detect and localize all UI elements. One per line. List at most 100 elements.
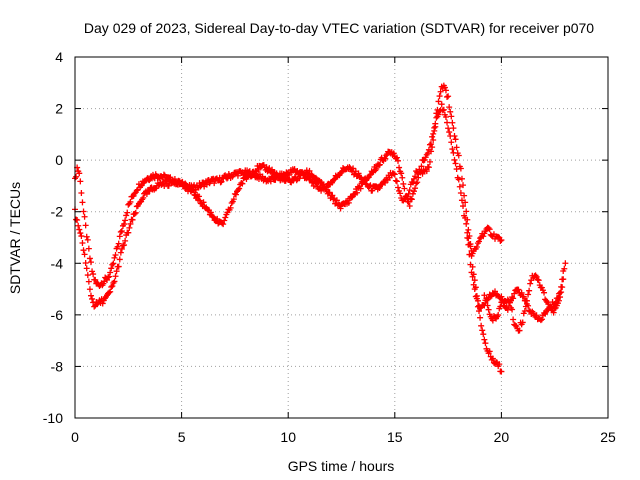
data-point xyxy=(485,225,492,232)
data-point xyxy=(509,294,516,301)
data-point xyxy=(79,199,86,206)
data-point xyxy=(464,234,471,241)
data-point xyxy=(220,221,227,228)
data-point xyxy=(183,181,190,188)
data-point xyxy=(126,224,133,231)
chart-title: Day 029 of 2023, Sidereal Day-to-day VTE… xyxy=(84,20,594,36)
y-tick-label: -6 xyxy=(51,307,64,323)
data-point xyxy=(440,106,447,113)
data-point xyxy=(410,188,417,195)
data-point xyxy=(471,286,478,293)
data-point xyxy=(463,220,470,227)
data-point xyxy=(107,269,114,276)
data-point xyxy=(396,164,403,171)
data-point xyxy=(498,368,505,375)
data-point xyxy=(485,306,492,313)
data-point xyxy=(452,136,459,143)
x-tick-label: 5 xyxy=(178,429,186,445)
data-point xyxy=(376,161,383,168)
data-point xyxy=(403,193,410,200)
y-tick-label: 2 xyxy=(55,101,63,117)
data-point xyxy=(476,238,483,245)
data-point xyxy=(464,229,471,236)
data-point xyxy=(82,259,89,266)
data-point xyxy=(526,307,533,314)
data-point xyxy=(116,233,123,240)
data-point xyxy=(138,182,145,189)
data-point xyxy=(473,244,480,251)
data-point xyxy=(444,119,451,126)
data-point xyxy=(140,194,147,201)
data-point xyxy=(550,309,557,316)
data-point xyxy=(373,165,380,172)
data-point xyxy=(227,204,234,211)
data-point xyxy=(73,173,80,180)
data-point xyxy=(498,237,505,244)
data-point xyxy=(442,87,449,94)
data-point xyxy=(306,167,313,174)
data-point xyxy=(511,290,518,297)
data-point xyxy=(436,93,443,100)
data-point xyxy=(200,199,207,206)
data-point xyxy=(312,174,319,181)
data-point xyxy=(428,141,435,148)
data-point xyxy=(412,185,419,192)
data-point xyxy=(480,233,487,240)
data-point xyxy=(483,297,490,304)
data-point xyxy=(510,295,517,302)
data-point xyxy=(522,303,529,310)
data-point xyxy=(372,183,379,190)
data-point xyxy=(84,236,91,243)
data-point xyxy=(460,203,467,210)
data-point xyxy=(413,180,420,187)
data-point xyxy=(217,179,224,186)
data-point xyxy=(127,220,134,227)
data-point xyxy=(115,263,122,270)
data-points xyxy=(72,82,569,375)
data-point xyxy=(382,155,389,162)
data-point xyxy=(445,125,452,132)
data-point xyxy=(412,173,419,180)
data-point xyxy=(394,184,401,191)
data-point xyxy=(445,93,452,100)
data-point xyxy=(452,160,459,167)
data-point xyxy=(533,273,540,280)
data-point xyxy=(537,317,544,324)
data-point xyxy=(143,191,150,198)
data-point xyxy=(516,327,523,334)
data-point xyxy=(470,281,477,288)
data-point xyxy=(393,154,400,161)
data-point xyxy=(435,98,442,105)
data-point xyxy=(190,187,197,194)
data-point xyxy=(463,208,470,215)
data-point xyxy=(474,297,481,304)
data-point xyxy=(401,185,408,192)
grid-lines xyxy=(75,57,608,418)
data-point xyxy=(423,168,430,175)
series-track-4 xyxy=(481,260,569,334)
data-point xyxy=(354,189,361,196)
data-point xyxy=(163,178,170,185)
data-point xyxy=(453,144,460,151)
data-point xyxy=(497,237,504,244)
data-point xyxy=(296,175,303,182)
data-point xyxy=(122,217,129,224)
data-point xyxy=(75,222,82,229)
data-point xyxy=(458,175,465,182)
data-point xyxy=(121,221,128,228)
data-point xyxy=(451,156,458,163)
data-point xyxy=(83,233,90,240)
data-point xyxy=(383,152,390,159)
data-point xyxy=(399,174,406,181)
data-point xyxy=(562,260,569,267)
data-point xyxy=(495,233,502,240)
data-point xyxy=(115,240,122,247)
data-point xyxy=(108,265,115,272)
data-point xyxy=(79,240,86,247)
data-point xyxy=(333,197,340,204)
data-point xyxy=(221,217,228,224)
data-point xyxy=(81,213,88,220)
data-point xyxy=(525,291,532,298)
data-point xyxy=(133,187,140,194)
data-point xyxy=(431,124,438,131)
